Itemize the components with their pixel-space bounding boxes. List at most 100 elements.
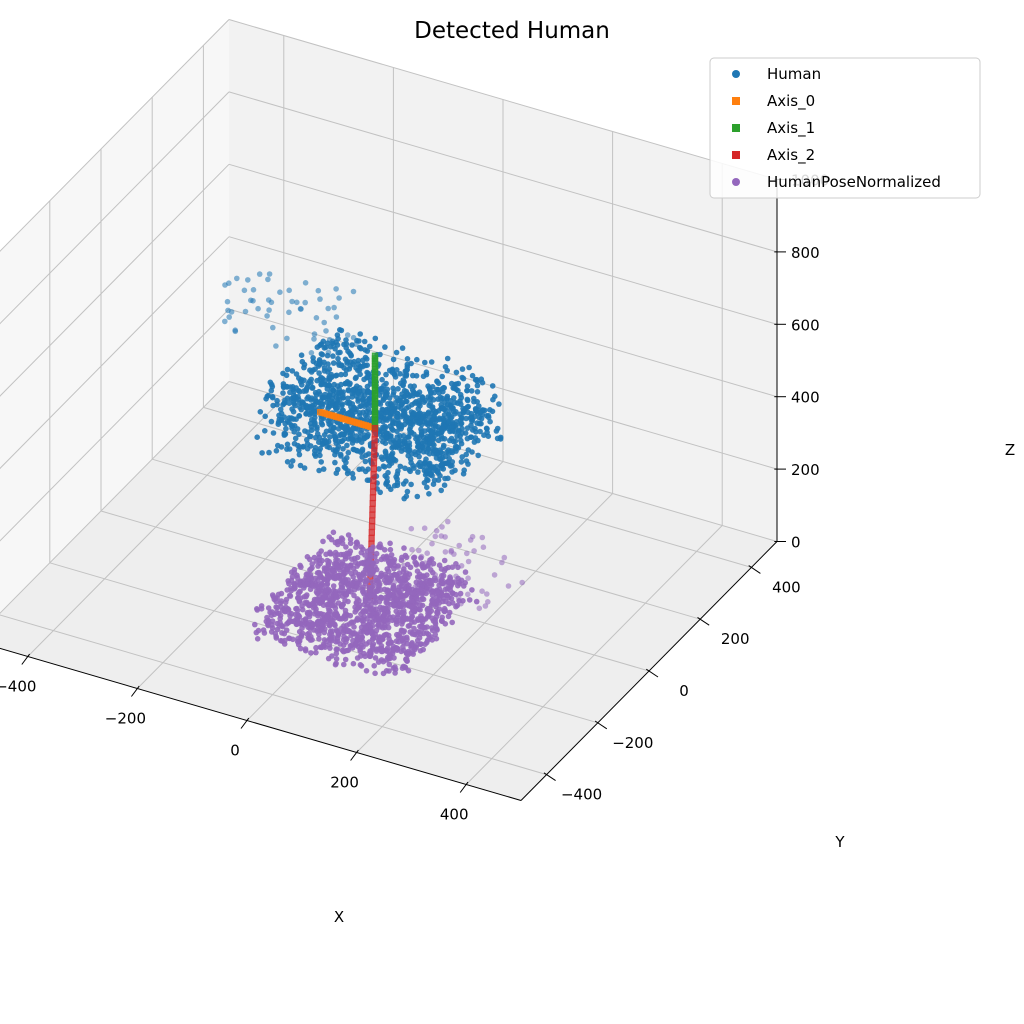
series-humanposenormalized-point bbox=[325, 655, 332, 662]
series-humanposenormalized-point bbox=[409, 546, 415, 553]
series-human-point bbox=[430, 416, 437, 423]
series-human-point bbox=[330, 360, 337, 366]
legend-humanposenormalized-marker bbox=[732, 178, 740, 186]
chart-title: Detected Human bbox=[414, 18, 610, 44]
series-human-point bbox=[289, 458, 296, 464]
grid-line-z-left bbox=[0, 308, 230, 542]
series-humanposenormalized-point bbox=[417, 607, 423, 613]
series-human-point bbox=[402, 368, 409, 375]
series-human-point bbox=[277, 289, 283, 296]
series-humanposenormalized-point bbox=[305, 624, 312, 631]
series-humanposenormalized-point bbox=[325, 572, 331, 579]
series-human-point bbox=[241, 287, 248, 294]
series-human-point bbox=[257, 409, 264, 415]
series-human-point bbox=[464, 404, 471, 410]
series-human-point bbox=[415, 449, 422, 456]
series-human-point bbox=[384, 386, 391, 393]
series-humanposenormalized-point bbox=[372, 670, 378, 677]
series-humanposenormalized-point bbox=[296, 589, 303, 595]
series-humanposenormalized-point bbox=[345, 532, 352, 538]
series-humanposenormalized-point bbox=[419, 573, 426, 579]
series-human-point bbox=[332, 459, 338, 466]
series-humanposenormalized-point bbox=[352, 640, 359, 647]
series-human-point bbox=[340, 392, 346, 399]
series-human-point bbox=[458, 437, 464, 444]
series-human-point bbox=[466, 364, 472, 371]
series-humanposenormalized-point bbox=[313, 649, 319, 656]
series-human-point bbox=[350, 334, 357, 341]
series-human-point bbox=[382, 393, 389, 399]
series-axis-2-point bbox=[371, 448, 378, 455]
series-human-point bbox=[342, 371, 349, 378]
series-human-point bbox=[445, 425, 452, 432]
y-axis-label: Y bbox=[834, 833, 845, 851]
series-human-point bbox=[312, 453, 319, 459]
series-humanposenormalized-point bbox=[351, 630, 358, 636]
series-human-point bbox=[404, 488, 411, 495]
series-humanposenormalized-point bbox=[445, 564, 452, 571]
series-humanposenormalized-point bbox=[446, 579, 453, 585]
series-human-point bbox=[425, 446, 432, 453]
series-human-point bbox=[494, 425, 501, 432]
series-human-point bbox=[337, 451, 344, 458]
series-humanposenormalized-point bbox=[308, 633, 314, 640]
series-humanposenormalized-point bbox=[330, 583, 337, 589]
series-human-point bbox=[322, 377, 328, 384]
series-human-point bbox=[440, 466, 447, 472]
series-human-point bbox=[224, 298, 231, 305]
series-humanposenormalized-point bbox=[381, 612, 388, 619]
series-human-point bbox=[226, 280, 232, 287]
series-human-point bbox=[403, 388, 410, 395]
series-human-point bbox=[274, 397, 280, 404]
series-humanposenormalized-point bbox=[354, 655, 361, 661]
y-axis-tick bbox=[543, 772, 556, 782]
series-human-point bbox=[496, 401, 502, 407]
series-humanposenormalized-point bbox=[323, 587, 329, 593]
series-humanposenormalized-point bbox=[424, 584, 430, 590]
series-human-point bbox=[355, 398, 361, 404]
series-human-point bbox=[393, 414, 400, 420]
series-humanposenormalized-point bbox=[342, 656, 349, 663]
z-axis-tick-label: 0 bbox=[791, 534, 801, 552]
series-human-point bbox=[265, 276, 271, 283]
series-humanposenormalized-point bbox=[369, 579, 376, 585]
series-human-point bbox=[362, 412, 369, 419]
series-humanposenormalized-point bbox=[479, 534, 486, 541]
series-human-point bbox=[353, 341, 359, 347]
grid-line-z-back bbox=[228, 91, 778, 253]
series-humanposenormalized-point bbox=[333, 592, 339, 598]
series-humanposenormalized-point bbox=[339, 573, 346, 580]
series-axis-2-point bbox=[371, 430, 379, 438]
series-human-point bbox=[420, 449, 427, 455]
series-humanposenormalized-point bbox=[378, 556, 385, 563]
series-human-point bbox=[350, 288, 357, 295]
series-human-point bbox=[425, 410, 431, 417]
grid-line-z-back bbox=[228, 19, 778, 180]
series-humanposenormalized-point bbox=[304, 581, 310, 587]
series-humanposenormalized-point bbox=[268, 612, 275, 619]
series-human-point bbox=[439, 461, 445, 468]
series-human-point bbox=[416, 435, 423, 441]
series-human-point bbox=[457, 417, 464, 424]
series-human-point bbox=[382, 344, 388, 350]
series-humanposenormalized-point bbox=[348, 570, 355, 577]
series-human-point bbox=[311, 421, 318, 428]
series-humanposenormalized-point bbox=[417, 602, 424, 608]
series-humanposenormalized-point bbox=[364, 570, 371, 577]
series-human-point bbox=[421, 399, 427, 406]
series-humanposenormalized-point bbox=[427, 557, 433, 563]
grid-line-y-floor bbox=[0, 614, 547, 776]
series-humanposenormalized-point bbox=[333, 646, 340, 653]
x-axis-tick-label: 400 bbox=[440, 806, 469, 824]
series-humanposenormalized-point bbox=[339, 578, 345, 584]
series-human-point bbox=[382, 425, 389, 431]
series-humanposenormalized-point bbox=[343, 544, 349, 550]
series-humanposenormalized-point bbox=[339, 536, 346, 543]
series-human-point bbox=[393, 474, 399, 480]
series-human-point bbox=[301, 364, 307, 371]
series-humanposenormalized-point bbox=[422, 616, 429, 622]
series-humanposenormalized-point bbox=[392, 666, 399, 673]
series-human-point bbox=[319, 421, 326, 428]
series-human-point bbox=[365, 406, 372, 412]
series-axis-2-point bbox=[369, 517, 376, 524]
